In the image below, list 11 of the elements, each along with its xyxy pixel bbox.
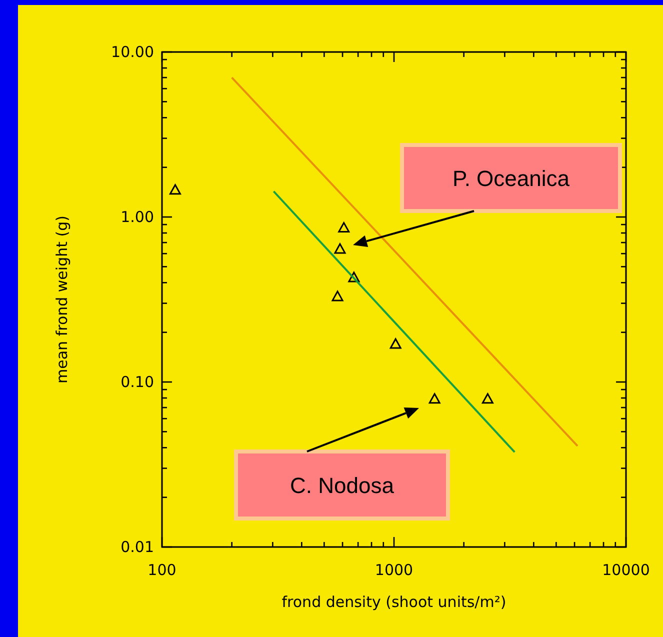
annotation: C. Nodosa	[290, 473, 395, 498]
y-axis-title: mean frond weight (g)	[53, 216, 71, 384]
x-tick-label: 10000	[602, 561, 650, 579]
annotation: P. Oceanica	[452, 166, 570, 191]
y-tick-label: 10.00	[111, 43, 154, 61]
x-tick-label: 1000	[374, 561, 414, 579]
y-tick-label: 0.01	[120, 538, 154, 556]
y-tick-label: 1.00	[120, 208, 154, 226]
y-tick-label: 0.10	[120, 373, 154, 391]
x-tick-label: 100	[148, 561, 176, 579]
x-axis-title: frond density (shoot units/m²)	[282, 593, 506, 611]
